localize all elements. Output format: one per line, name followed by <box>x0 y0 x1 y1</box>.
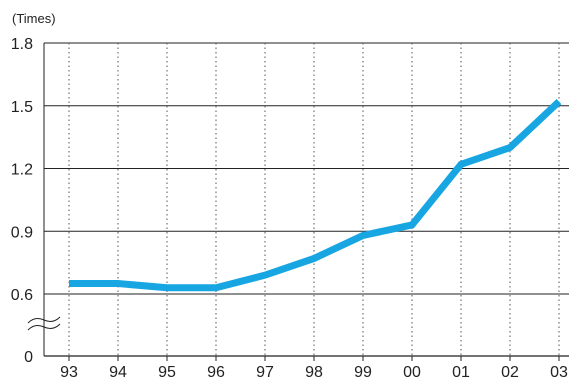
vertical-gridlines <box>68 43 560 356</box>
x-tick-label: 96 <box>207 364 225 380</box>
y-tick-label: 1.2 <box>11 162 33 179</box>
series-group <box>68 99 562 292</box>
y-tick-label: 0.9 <box>11 224 33 241</box>
y-tick-label: 1.8 <box>11 36 33 53</box>
x-tick-label: 93 <box>60 364 78 380</box>
axes <box>43 43 569 361</box>
horizontal-gridlines <box>44 42 569 295</box>
y-tick-labels: 0 0.6 0.9 1.2 1.5 1.8 <box>11 36 33 366</box>
x-tick-label: 97 <box>256 364 274 380</box>
x-tick-label: 95 <box>158 364 176 380</box>
x-tick-label: 94 <box>109 364 127 380</box>
x-tick-label: 02 <box>501 364 519 380</box>
x-tick-label: 03 <box>550 364 568 380</box>
x-tick-label: 99 <box>354 364 372 380</box>
x-tick-label: 01 <box>452 364 470 380</box>
x-tick-label: 00 <box>403 364 421 380</box>
y-axis-unit-label: (Times) <box>12 11 56 26</box>
y-tick-label: 0.6 <box>11 287 33 304</box>
x-tick-label: 98 <box>305 364 323 380</box>
break-wave-1 <box>27 316 61 324</box>
y-tick-label: 1.5 <box>11 99 33 116</box>
axis-break-mark <box>27 316 61 331</box>
y-tick-label: 0 <box>24 349 33 366</box>
x-tick-labels: 93 94 95 96 97 98 99 00 01 02 03 <box>60 364 568 380</box>
break-wave-2 <box>27 323 61 331</box>
